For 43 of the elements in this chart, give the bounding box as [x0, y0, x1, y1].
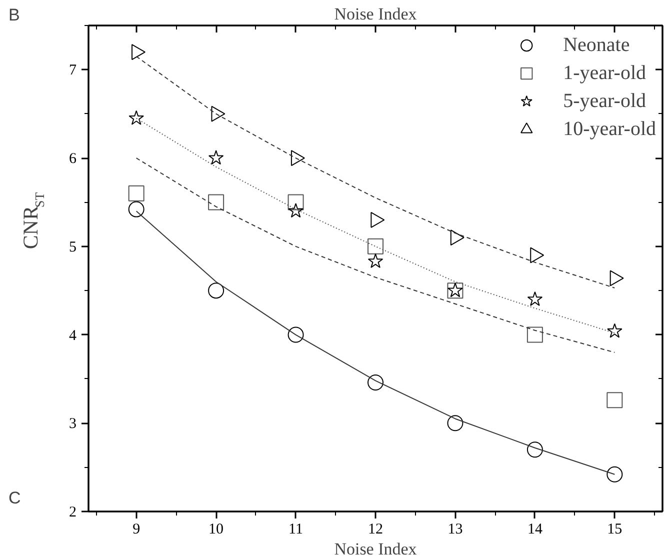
point — [606, 466, 623, 482]
point — [288, 326, 304, 343]
point — [447, 415, 464, 432]
legend-label: Neonate — [563, 34, 630, 56]
x-tick-label: 14 — [527, 522, 543, 538]
legend-label: 10-year-old — [563, 118, 656, 140]
line-series — [136, 158, 616, 353]
point — [606, 392, 623, 408]
y-tick-label: 2 — [69, 504, 76, 520]
x-tick-label: 13 — [448, 522, 463, 538]
point — [288, 194, 304, 210]
x-tick-label: 10 — [208, 522, 224, 538]
x-tick-label: 15 — [607, 522, 622, 538]
y-tick-label: 6 — [69, 151, 77, 168]
point — [368, 374, 384, 390]
y-tick-label: 3 — [69, 416, 76, 432]
y-tick-label: 5 — [69, 239, 76, 256]
point — [288, 203, 304, 218]
text: C — [8, 488, 21, 508]
y-tick-label: 4 — [69, 328, 77, 344]
line-series — [136, 210, 616, 475]
point — [526, 442, 543, 458]
point — [128, 185, 144, 202]
point — [128, 201, 144, 218]
point — [128, 110, 144, 125]
text: B — [8, 6, 20, 24]
text: Noise Index — [334, 540, 418, 558]
y-axis-title: CNRST — [18, 192, 47, 250]
point — [607, 323, 622, 338]
legend-label: 1-year-old — [563, 62, 646, 84]
point — [208, 194, 224, 210]
point — [208, 282, 224, 299]
y-tick-label: 7 — [69, 62, 77, 79]
x-tick-label: 12 — [368, 522, 383, 538]
point — [527, 291, 543, 306]
point — [368, 253, 384, 268]
point — [526, 326, 543, 343]
legend-label: 5-year-old — [563, 90, 646, 112]
chart-title: Noise Index — [334, 4, 418, 24]
x-tick-label: 11 — [288, 522, 304, 538]
point — [208, 150, 224, 165]
point — [368, 238, 384, 254]
x-tick-label: 9 — [132, 522, 140, 538]
